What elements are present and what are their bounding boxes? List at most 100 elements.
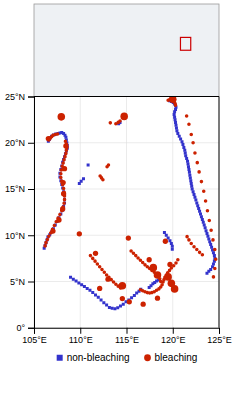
circle-point bbox=[174, 261, 178, 265]
tick: 25°N bbox=[5, 92, 34, 102]
square-point bbox=[94, 293, 97, 296]
square-point bbox=[174, 124, 177, 127]
square-point bbox=[133, 294, 136, 297]
square-point bbox=[205, 229, 208, 232]
world-panel bbox=[34, 4, 219, 97]
legend-item: bleaching bbox=[144, 352, 197, 363]
square-point bbox=[188, 174, 191, 177]
tick-label: 120°E bbox=[161, 335, 186, 345]
circle-point bbox=[105, 165, 109, 169]
square-point bbox=[116, 306, 119, 309]
square-point bbox=[119, 305, 122, 308]
square-point bbox=[63, 201, 66, 204]
circle-point bbox=[58, 113, 66, 121]
tick-label: 20°N bbox=[5, 138, 25, 148]
circle-point bbox=[204, 199, 208, 203]
square-point bbox=[63, 198, 66, 201]
world-frame bbox=[34, 4, 219, 97]
circle-point bbox=[120, 296, 125, 301]
square-point bbox=[189, 176, 192, 179]
square-point bbox=[191, 188, 194, 191]
grid-line-x bbox=[80, 97, 81, 328]
square-point bbox=[165, 234, 168, 237]
square-point bbox=[122, 303, 125, 306]
circle-point bbox=[127, 299, 132, 304]
square-point bbox=[72, 278, 75, 281]
square-point bbox=[197, 207, 200, 210]
tick-label: 25°N bbox=[5, 92, 25, 102]
square-point bbox=[210, 246, 213, 249]
circle-point bbox=[62, 158, 66, 162]
circle-point bbox=[211, 238, 215, 242]
tick: 20°N bbox=[5, 138, 34, 148]
tick-label: 5°N bbox=[10, 277, 25, 287]
circle-point bbox=[206, 209, 210, 213]
circle-point bbox=[213, 248, 217, 252]
circle-point bbox=[59, 176, 63, 180]
square-point bbox=[167, 237, 170, 240]
square-point bbox=[198, 210, 201, 213]
circle-point bbox=[101, 178, 105, 182]
circle-point bbox=[100, 268, 104, 272]
points bbox=[43, 97, 218, 311]
square-point bbox=[171, 245, 174, 248]
grid-line-x bbox=[126, 97, 127, 328]
square-point bbox=[130, 296, 133, 299]
square-point bbox=[183, 149, 186, 152]
circle-point bbox=[59, 172, 63, 176]
circle-point bbox=[167, 262, 172, 267]
frame-top bbox=[34, 96, 219, 97]
axis-line bbox=[28, 97, 35, 328]
circle-point bbox=[62, 166, 67, 171]
circle-point bbox=[64, 152, 68, 156]
circle-point bbox=[201, 253, 205, 257]
square-point bbox=[105, 304, 108, 307]
series bbox=[43, 99, 217, 310]
square-point bbox=[179, 138, 182, 141]
square-point bbox=[171, 248, 174, 251]
square-point bbox=[102, 301, 105, 304]
tick-mark bbox=[28, 97, 34, 98]
square-point bbox=[111, 307, 114, 310]
circle-point bbox=[176, 258, 180, 262]
circle-point bbox=[89, 254, 93, 258]
square-point bbox=[176, 132, 179, 135]
square-point bbox=[186, 160, 189, 163]
circle-point bbox=[155, 296, 160, 301]
tick-mark bbox=[28, 189, 34, 190]
square-point bbox=[181, 140, 184, 143]
circle-point bbox=[212, 275, 216, 279]
square-point bbox=[190, 185, 193, 188]
square-point bbox=[207, 237, 210, 240]
circle-point bbox=[61, 191, 66, 196]
square-point bbox=[174, 118, 177, 121]
tick-mark bbox=[28, 328, 34, 329]
circle-point bbox=[163, 239, 168, 244]
circle-point bbox=[109, 121, 113, 125]
legend-marker bbox=[144, 354, 151, 361]
square-point bbox=[184, 154, 187, 157]
circle-point bbox=[195, 248, 199, 252]
square-point bbox=[175, 129, 178, 132]
circle-point bbox=[185, 235, 189, 239]
square-point bbox=[80, 283, 83, 286]
square-point bbox=[173, 113, 176, 116]
square-point bbox=[184, 151, 187, 154]
tick-mark bbox=[219, 328, 220, 334]
circle-point bbox=[185, 114, 189, 118]
legend: non-bleachingbleaching bbox=[57, 352, 198, 363]
square-point bbox=[75, 280, 78, 283]
square-point bbox=[202, 221, 205, 224]
chart: 105°E110°E115°E120°E125°E0°5°N10°N15°N20… bbox=[0, 0, 237, 400]
series bbox=[46, 136, 173, 307]
square-point bbox=[181, 143, 184, 146]
tick-label: 125°E bbox=[207, 335, 232, 345]
tick-mark bbox=[127, 328, 128, 334]
square-point bbox=[203, 224, 206, 227]
grid-line-y bbox=[34, 142, 219, 143]
square-point bbox=[173, 110, 176, 113]
square-point bbox=[62, 158, 65, 161]
square-point bbox=[113, 307, 116, 310]
square-point bbox=[170, 242, 173, 245]
tick: 5°N bbox=[10, 277, 34, 287]
